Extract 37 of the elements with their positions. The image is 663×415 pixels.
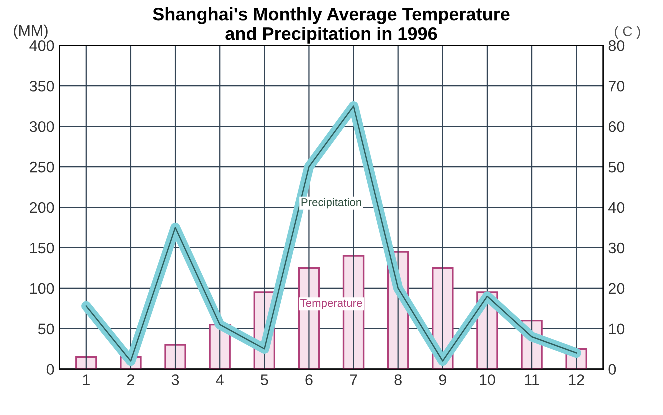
- y2-axis-title: ( C ): [615, 26, 640, 40]
- chart-title: Shanghai's Monthly Average Temperature and Precipitation in 1996: [153, 7, 510, 44]
- x-tick-label: 9: [439, 374, 446, 386]
- y-tick-label: 200: [30, 202, 54, 214]
- bar: [164, 344, 186, 370]
- x-tick-label: 3: [172, 374, 180, 386]
- x-tick-label: 8: [394, 374, 402, 386]
- y-tick-label: 50: [38, 324, 54, 335]
- y2-tick-label: 40: [608, 202, 625, 214]
- x-tick-label: 5: [261, 374, 268, 386]
- x-tick-label: 7: [350, 374, 358, 386]
- x-tick-label: 11: [525, 374, 540, 386]
- y2-tick-label: 10: [609, 324, 625, 335]
- y-tick-label: 100: [30, 283, 54, 294]
- y-tick-label: 150: [30, 242, 54, 254]
- bar: [76, 356, 98, 370]
- x-tick-label: 10: [480, 374, 496, 386]
- x-tick-label: 6: [306, 374, 313, 386]
- x-tick-label: 2: [127, 374, 134, 386]
- series-label: Temperature: [300, 299, 362, 310]
- y2-tick-label: 50: [608, 162, 625, 173]
- y2-tick-label: 20: [608, 283, 625, 294]
- y2-tick-label: 70: [608, 80, 625, 92]
- y2-tick-label: 80: [608, 40, 625, 52]
- x-tick-label: 12: [569, 374, 584, 386]
- y-axis-title: (MM): [14, 24, 48, 40]
- x-tick-label: 1: [83, 374, 90, 386]
- series-label: Precipitation: [302, 198, 362, 209]
- y-tick-label: 250: [30, 162, 54, 173]
- y-tick-label: 0: [46, 364, 54, 376]
- y-tick-label: 400: [30, 40, 54, 52]
- x-tick-label: 4: [216, 374, 224, 386]
- y2-tick-label: 0: [608, 364, 616, 376]
- y2-tick-label: 30: [608, 242, 625, 254]
- y-tick-label: 350: [30, 80, 54, 92]
- y-tick-label: 300: [30, 121, 54, 132]
- y2-tick-label: 60: [608, 121, 625, 132]
